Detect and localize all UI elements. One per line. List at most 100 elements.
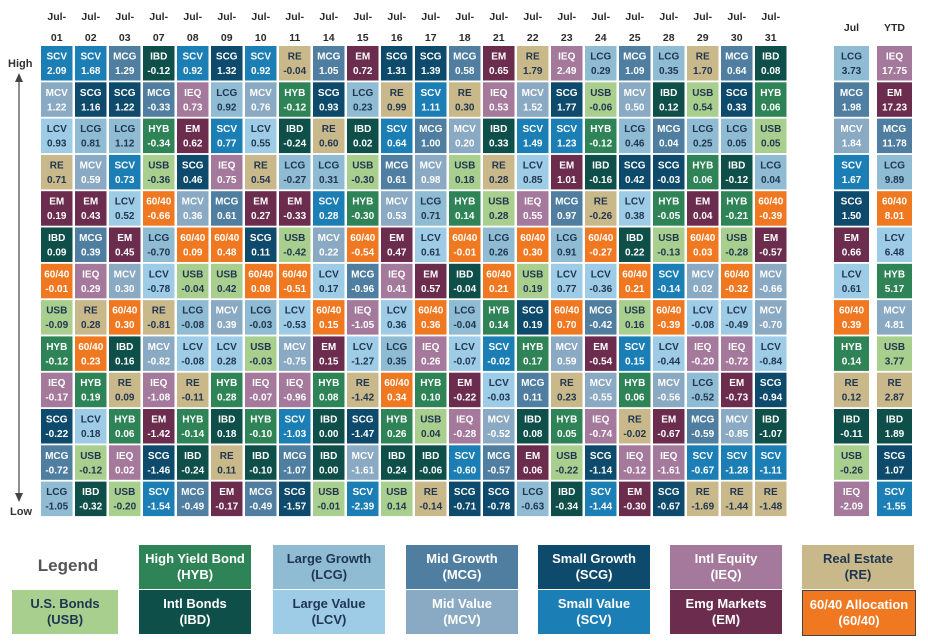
month-col-cell-code: EM [844,233,859,244]
day-col-cell-bg [415,82,447,117]
day-col-cell-code: MCV [658,378,681,389]
day-col-cell: MCG -0.59 [687,409,719,444]
legend-item-code: (HYB) [176,567,214,582]
rank-arrow-down [15,493,23,502]
day-col-cell-code: USB [250,342,271,353]
day-col-cell-code: LCV [557,269,577,280]
day-col-cell-bg [619,118,651,154]
day-col-cell-code: MCV [760,269,783,280]
day-col-cell: SCV -1.54 [143,481,175,517]
day-col-cell: IEQ -1.61 [653,445,685,480]
day-col-cell-value: 0.26 [387,429,407,440]
day-col-header: Jul- [761,11,780,23]
day-col-cell: SCV -1.44 [585,481,617,517]
day-col-cell-bg [687,191,719,226]
day-col-cell: SCG 1.16 [75,82,107,117]
day-col-cell-bg [245,191,277,226]
day-col-cell-code: HYB [624,378,645,389]
legend-item-usb: U.S. Bonds (USB) [12,590,118,634]
day-col-cell-code: IEQ [456,415,473,426]
day-col-cell: 60/40 0.30 [109,300,141,335]
day-col-cell-code: SCG [182,160,204,171]
day-col-cell-bg [177,154,209,190]
day-col-cell-value: 0.10 [421,393,441,404]
day-col-cell: SCV -0.60 [449,445,481,480]
day-col-cell-bg [109,445,141,480]
day-col-cell-value: 0.73 [183,102,203,113]
day-col-cell-bg [551,336,583,371]
legend-item-6040: 60/40 Allocation (60/40) [802,590,916,636]
day-col-cell-code: LCG [46,487,67,498]
day-col-cell-bg [517,227,549,262]
day-col-cell-value: -1.44 [725,502,748,513]
day-col-cell-code: IEQ [48,378,65,389]
ytd-col-cell: RE 2.87 [877,372,912,408]
day-col-cell-code: USB [590,88,611,99]
day-col-cell: EM -0.73 [721,372,753,408]
day-col-cell: 60/40 0.34 [381,372,413,408]
day-col-cell-code: SCV [250,52,271,63]
day-col-cell-code: IBD [626,233,643,244]
day-col-cell: MCV -0.70 [755,300,787,335]
month-col-cell: LCV 0.61 [834,263,869,299]
day-col-cell-bg [619,300,651,335]
day-col-cell-bg [279,300,311,335]
day-col-cell: IEQ -1.05 [347,300,379,335]
day-col-cell-value: 0.03 [693,248,713,259]
month-col-cell-bg [834,154,869,190]
legend-item-code: (MCG) [442,567,482,582]
legend-item-code: (IEQ) [710,567,742,582]
day-col-cell-code: IEQ [524,197,541,208]
day-col-cell-code: SCG [556,88,578,99]
day-col-cell-code: IBD [150,52,167,63]
day-col-cell-value: -0.04 [283,66,306,77]
legend-item-name: High Yield Bond [145,551,245,566]
day-col-cell: EM 0.43 [75,191,107,226]
day-col-cell-value: -0.53 [283,320,306,331]
day-col-cell: MCV -0.55 [585,372,617,408]
day-col-cell: LCG -0.70 [143,227,175,262]
legend-item-name: Mid Value [432,596,492,611]
day-col-cell-code: MCG [725,52,749,63]
day-col-cell-code: LCG [80,124,101,135]
day-col-cell-bg [211,300,243,335]
day-col-cell-bg [381,227,413,262]
day-col-cell-bg [347,191,379,226]
day-col-cell: LCG 0.35 [381,336,413,371]
day-col-cell-value: -0.55 [589,393,612,404]
day-col-cell-bg [449,372,481,408]
ytd-col-cell-code: EM [887,88,902,99]
day-col-cell-code: EM [525,451,540,462]
day-col-cell: MCG 0.11 [517,372,549,408]
day-col-cell-value: -1.05 [45,502,68,513]
day-col-cell-value: 0.39 [217,320,237,331]
day-col-cell: SCG 1.39 [415,46,447,81]
day-col-header: Jul- [251,11,270,23]
day-col-cell: LCG -1.05 [41,481,73,517]
day-col-cell-value: -0.22 [453,393,476,404]
day-col-cell-bg [585,445,617,480]
day-col-cell-code: EM [287,197,302,208]
day-col-cell: RE 0.23 [551,372,583,408]
day-col-cell-code: SCG [658,160,680,171]
day-col-cell-bg [75,191,107,226]
day-col-cell-code: HYB [386,415,407,426]
ytd-col-cell-code: USB [884,342,905,353]
day-col-cell-value: -0.22 [555,465,578,476]
day-col-cell-code: EM [627,487,642,498]
day-col-cell-bg [721,336,753,371]
day-col-cell-code: EM [355,52,370,63]
day-col-cell-bg [279,46,311,81]
day-col-cell: RE 0.09 [109,372,141,408]
day-col-cell-bg [619,481,651,517]
day-col-cell-bg [755,300,787,335]
day-col-cell: HYB 0.05 [551,409,583,444]
day-col-cell-bg [177,372,209,408]
month-col-cell: USB -0.26 [834,445,869,480]
day-col-cell-bg [143,336,175,371]
day-col-cell-code: SCV [692,451,713,462]
day-col-cell: USB -0.06 [585,82,617,117]
day-col-cell: SCV -1.03 [279,409,311,444]
day-col-cell-value: -0.05 [657,211,680,222]
month-col-cell-value: -0.26 [840,465,863,476]
